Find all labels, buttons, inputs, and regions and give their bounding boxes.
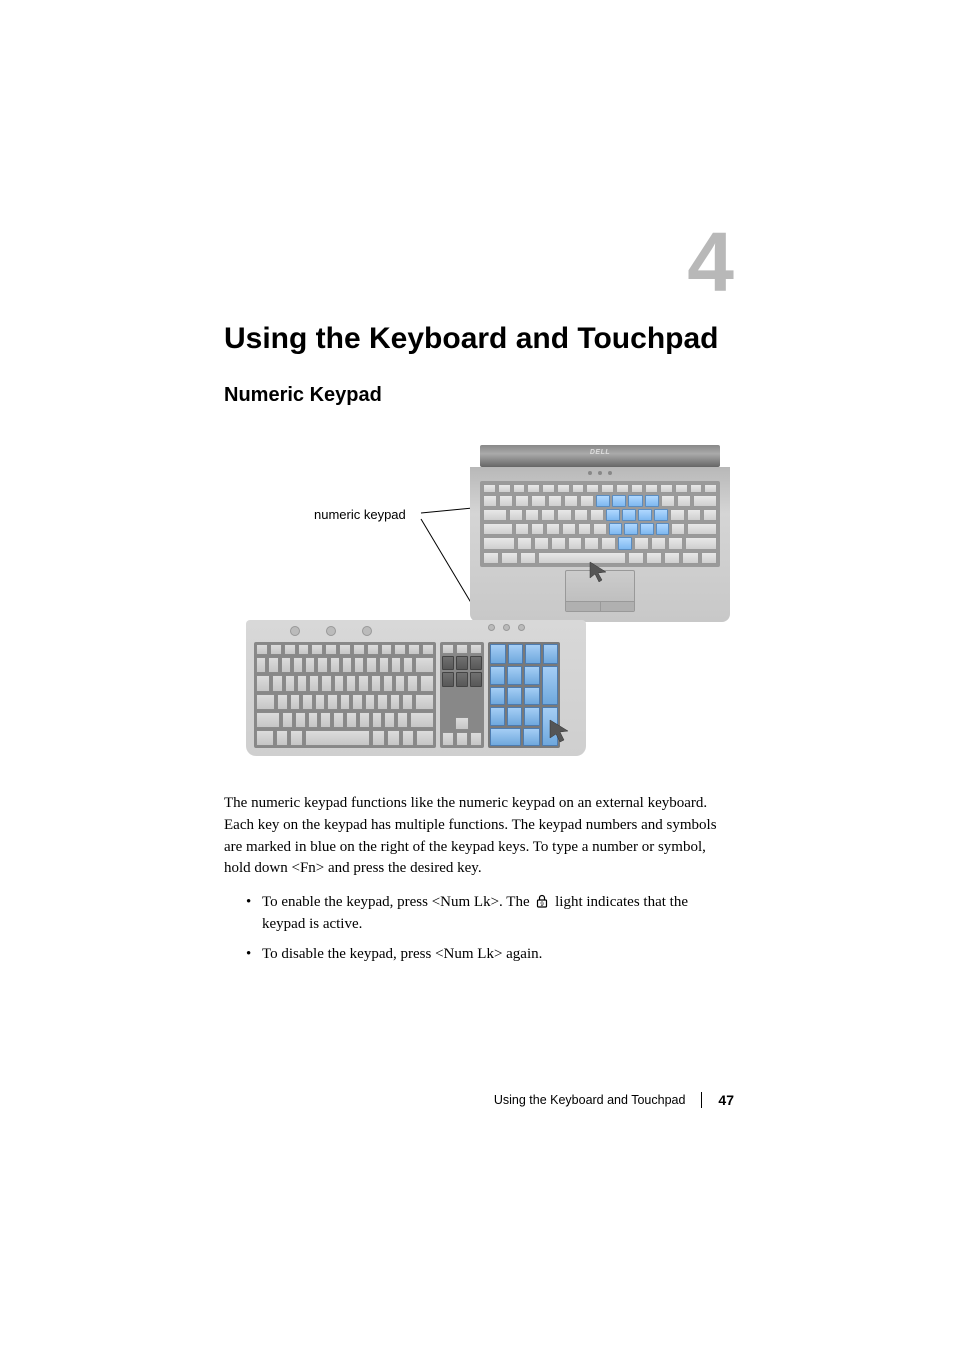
- footer-divider: [701, 1092, 702, 1108]
- laptop-illustration: DELL: [470, 445, 730, 625]
- laptop-deck: [470, 467, 730, 622]
- bullet-text-pre: To enable the keypad, press <Num Lk>. Th…: [262, 894, 533, 910]
- page-footer: Using the Keyboard and Touchpad 47: [494, 1092, 734, 1108]
- page-content: 4 Using the Keyboard and Touchpad Numeri…: [224, 220, 734, 973]
- bullet-item: To disable the keypad, press <Num Lk> ag…: [246, 944, 734, 966]
- chapter-title: Using the Keyboard and Touchpad: [224, 322, 734, 356]
- bullet-item: To enable the keypad, press <Num Lk>. Th…: [246, 892, 734, 936]
- laptop-keyboard: [480, 481, 720, 567]
- ext-numpad-leds: [488, 624, 525, 631]
- keyboard-figure: numeric keypad DELL: [224, 435, 734, 765]
- footer-page-number: 47: [718, 1092, 734, 1108]
- chapter-number: 4: [224, 220, 734, 304]
- ext-top-icons: [290, 626, 372, 636]
- bullet-text-pre: To disable the keypad, press <Num Lk> ag…: [262, 946, 542, 962]
- cursor-icon: [548, 718, 574, 744]
- external-keyboard-illustration: [246, 620, 586, 760]
- ext-main-keys: [254, 642, 436, 748]
- numlock-icon: 9: [535, 894, 549, 908]
- bullet-list: To enable the keypad, press <Num Lk>. Th…: [224, 892, 734, 965]
- brand-badge: DELL: [590, 449, 610, 456]
- footer-section-name: Using the Keyboard and Touchpad: [494, 1093, 686, 1107]
- laptop-hinge: DELL: [480, 445, 720, 467]
- ext-nav-keys: [440, 642, 484, 748]
- body-paragraph: The numeric keypad functions like the nu…: [224, 793, 734, 880]
- status-leds: [588, 471, 612, 475]
- cursor-icon: [588, 560, 610, 582]
- section-title: Numeric Keypad: [224, 384, 734, 407]
